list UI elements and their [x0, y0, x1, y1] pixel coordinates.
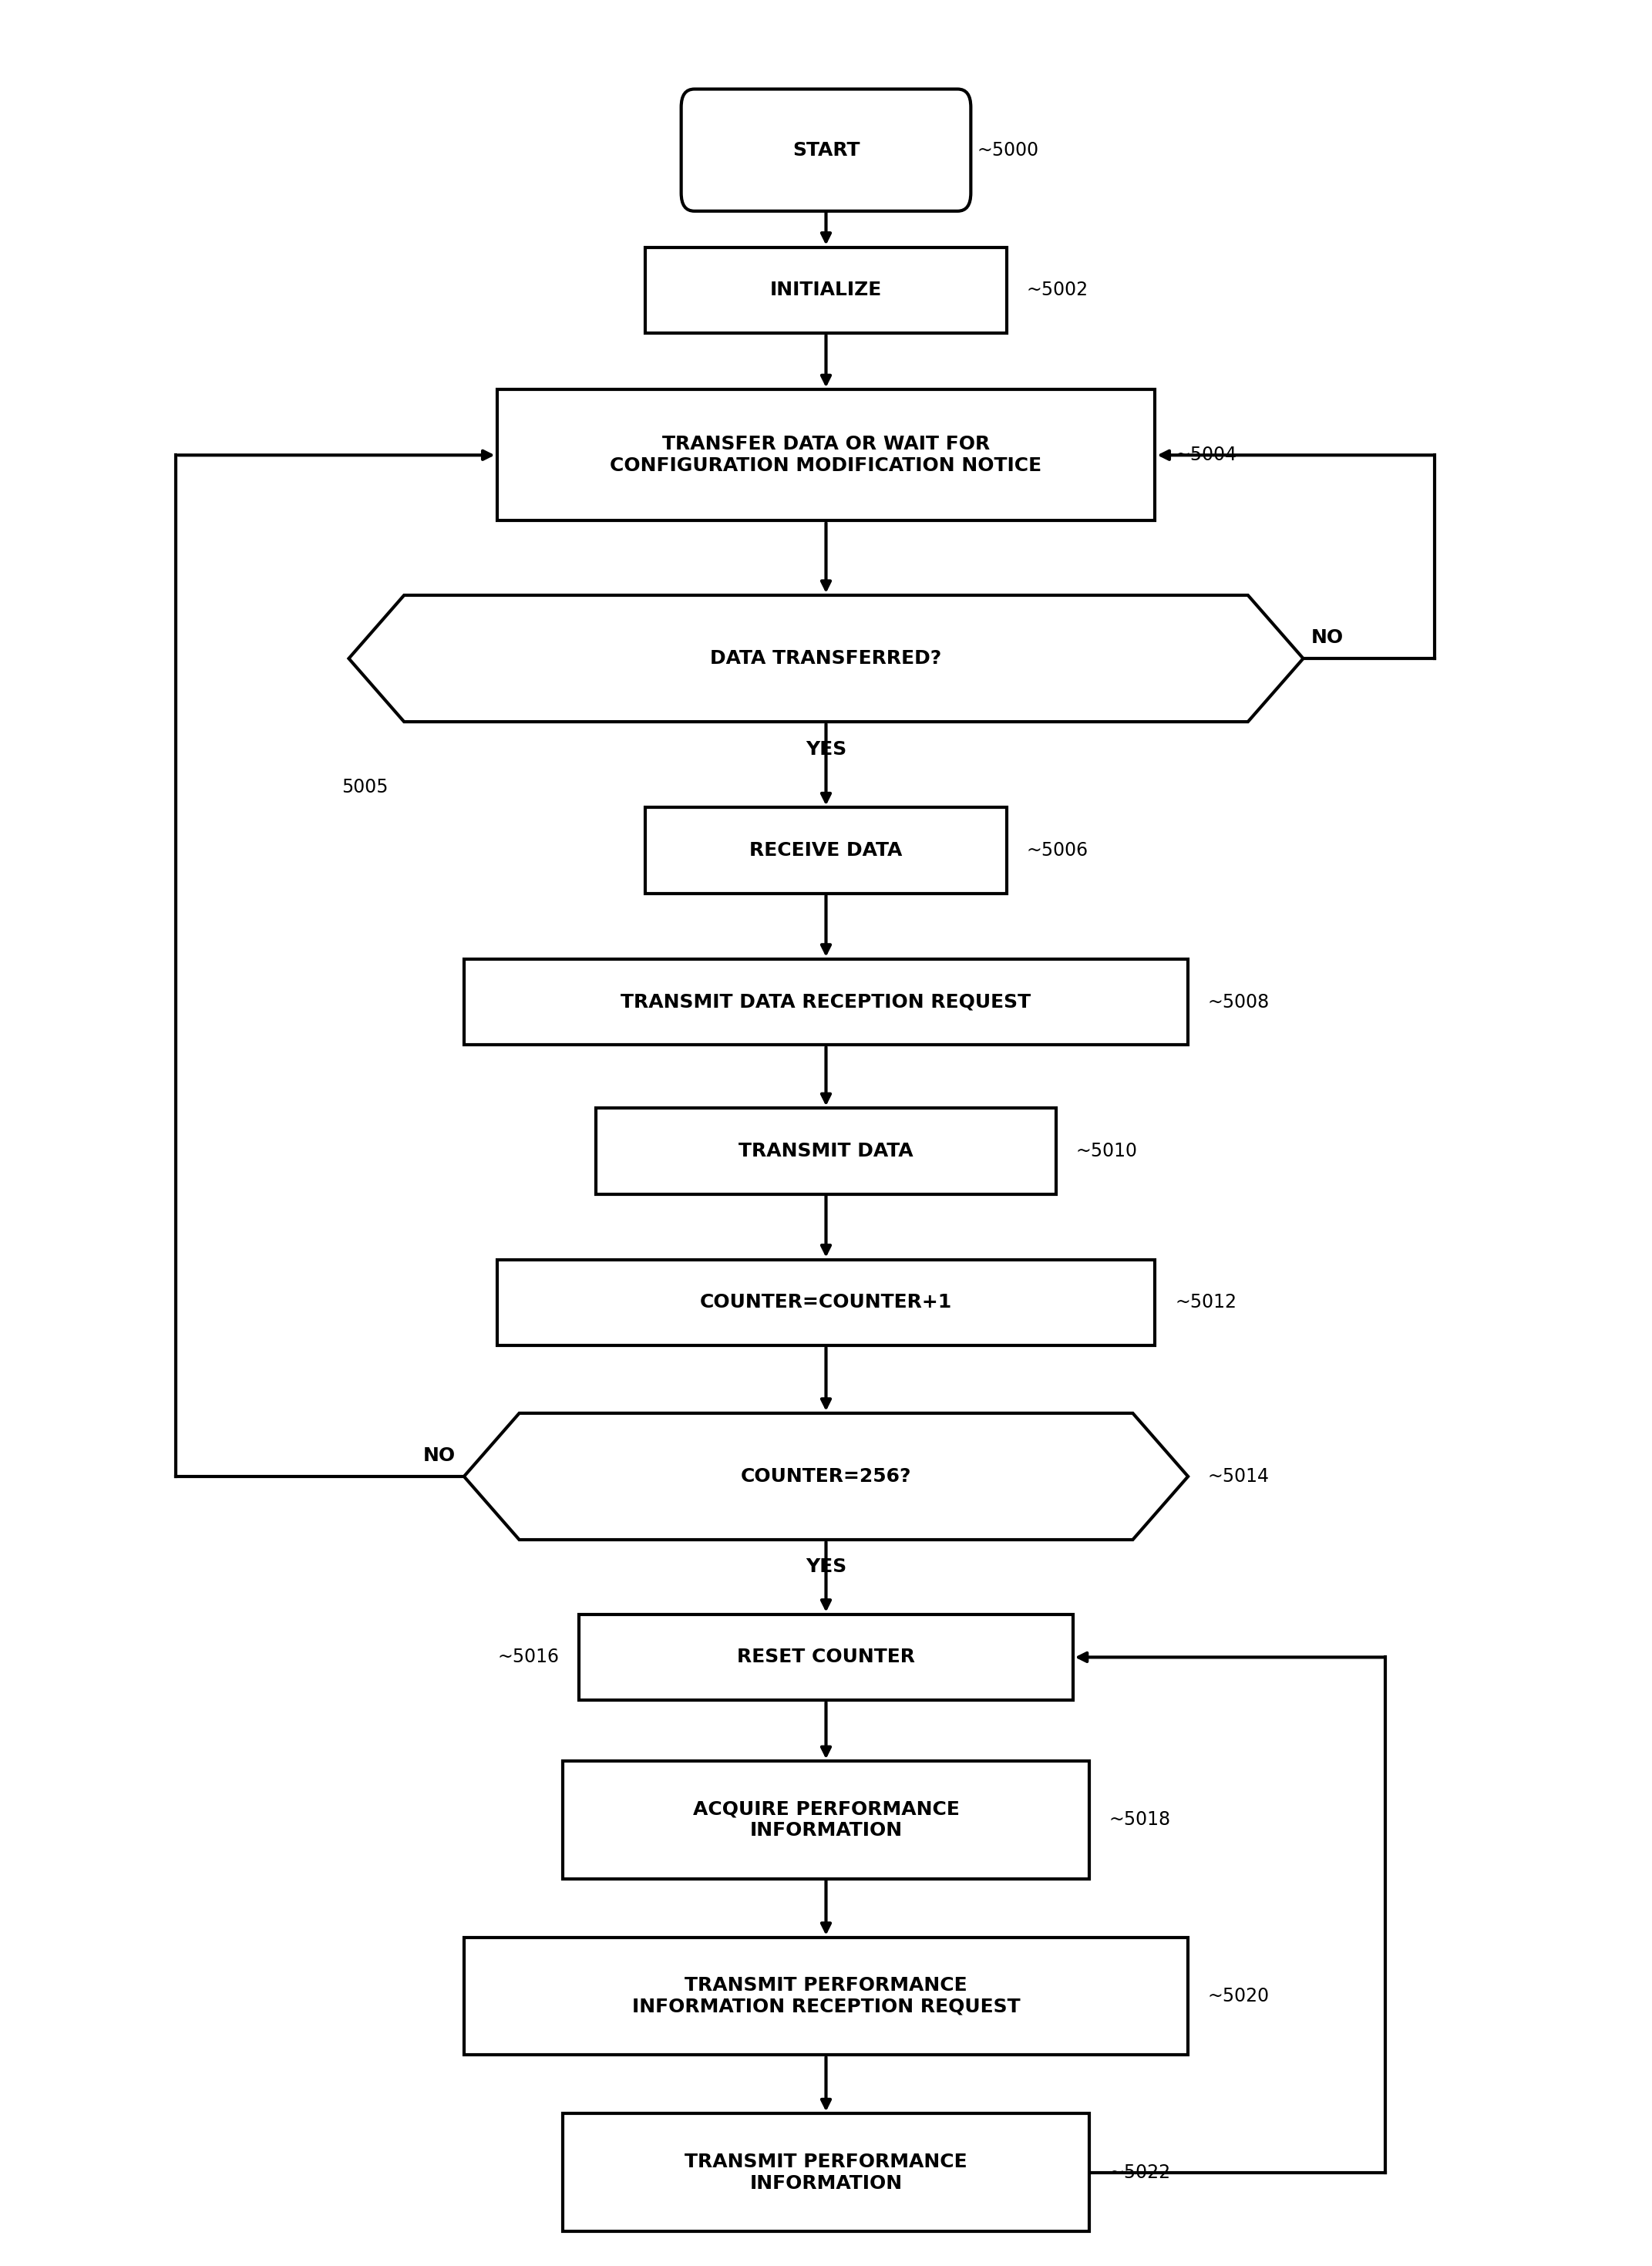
Bar — [596, 1108, 1056, 1194]
Text: DATA TRANSFERRED?: DATA TRANSFERRED? — [710, 650, 942, 668]
Bar — [563, 1761, 1089, 1879]
Text: ~5004: ~5004 — [1175, 446, 1237, 465]
Text: YES: YES — [806, 1557, 846, 1577]
Text: COUNTER=256?: COUNTER=256? — [740, 1466, 912, 1486]
Text: ~5002: ~5002 — [1028, 281, 1089, 299]
Text: ~5006: ~5006 — [1028, 841, 1089, 859]
Text: NO: NO — [423, 1446, 456, 1466]
Text: ~5010: ~5010 — [1075, 1142, 1138, 1160]
Text: RECEIVE DATA: RECEIVE DATA — [750, 841, 902, 859]
Polygon shape — [464, 1414, 1188, 1539]
Text: INITIALIZE: INITIALIZE — [770, 281, 882, 299]
Bar — [497, 390, 1155, 521]
Text: ~5018: ~5018 — [1108, 1811, 1171, 1829]
Polygon shape — [349, 596, 1303, 723]
Bar — [644, 807, 1008, 893]
Text: ~5016: ~5016 — [497, 1647, 560, 1666]
Bar — [497, 1260, 1155, 1346]
Text: ~5000: ~5000 — [978, 140, 1039, 159]
Text: ~5008: ~5008 — [1208, 993, 1270, 1011]
Text: YES: YES — [806, 739, 846, 759]
Bar — [644, 247, 1008, 333]
Text: TRANSMIT PERFORMANCE
INFORMATION: TRANSMIT PERFORMANCE INFORMATION — [684, 2153, 968, 2193]
Text: START: START — [793, 140, 859, 159]
Text: NO: NO — [1312, 628, 1345, 648]
Text: TRANSMIT DATA: TRANSMIT DATA — [738, 1142, 914, 1160]
Text: ~5020: ~5020 — [1208, 1987, 1269, 2005]
Bar — [580, 1613, 1072, 1699]
Bar — [464, 959, 1188, 1045]
Text: ~5022: ~5022 — [1108, 2164, 1171, 2182]
Bar — [464, 1937, 1188, 2055]
Bar — [563, 2114, 1089, 2232]
Text: TRANSFER DATA OR WAIT FOR
CONFIGURATION MODIFICATION NOTICE: TRANSFER DATA OR WAIT FOR CONFIGURATION … — [610, 435, 1042, 476]
Text: ACQUIRE PERFORMANCE
INFORMATION: ACQUIRE PERFORMANCE INFORMATION — [692, 1799, 960, 1840]
Text: ~5014: ~5014 — [1208, 1466, 1269, 1486]
Text: ~5012: ~5012 — [1175, 1294, 1237, 1312]
FancyBboxPatch shape — [681, 88, 971, 211]
Text: TRANSMIT DATA RECEPTION REQUEST: TRANSMIT DATA RECEPTION REQUEST — [621, 993, 1031, 1011]
Text: 5005: 5005 — [342, 777, 388, 798]
Text: TRANSMIT PERFORMANCE
INFORMATION RECEPTION REQUEST: TRANSMIT PERFORMANCE INFORMATION RECEPTI… — [631, 1976, 1021, 2017]
Text: COUNTER=COUNTER+1: COUNTER=COUNTER+1 — [700, 1294, 952, 1312]
Text: RESET COUNTER: RESET COUNTER — [737, 1647, 915, 1666]
